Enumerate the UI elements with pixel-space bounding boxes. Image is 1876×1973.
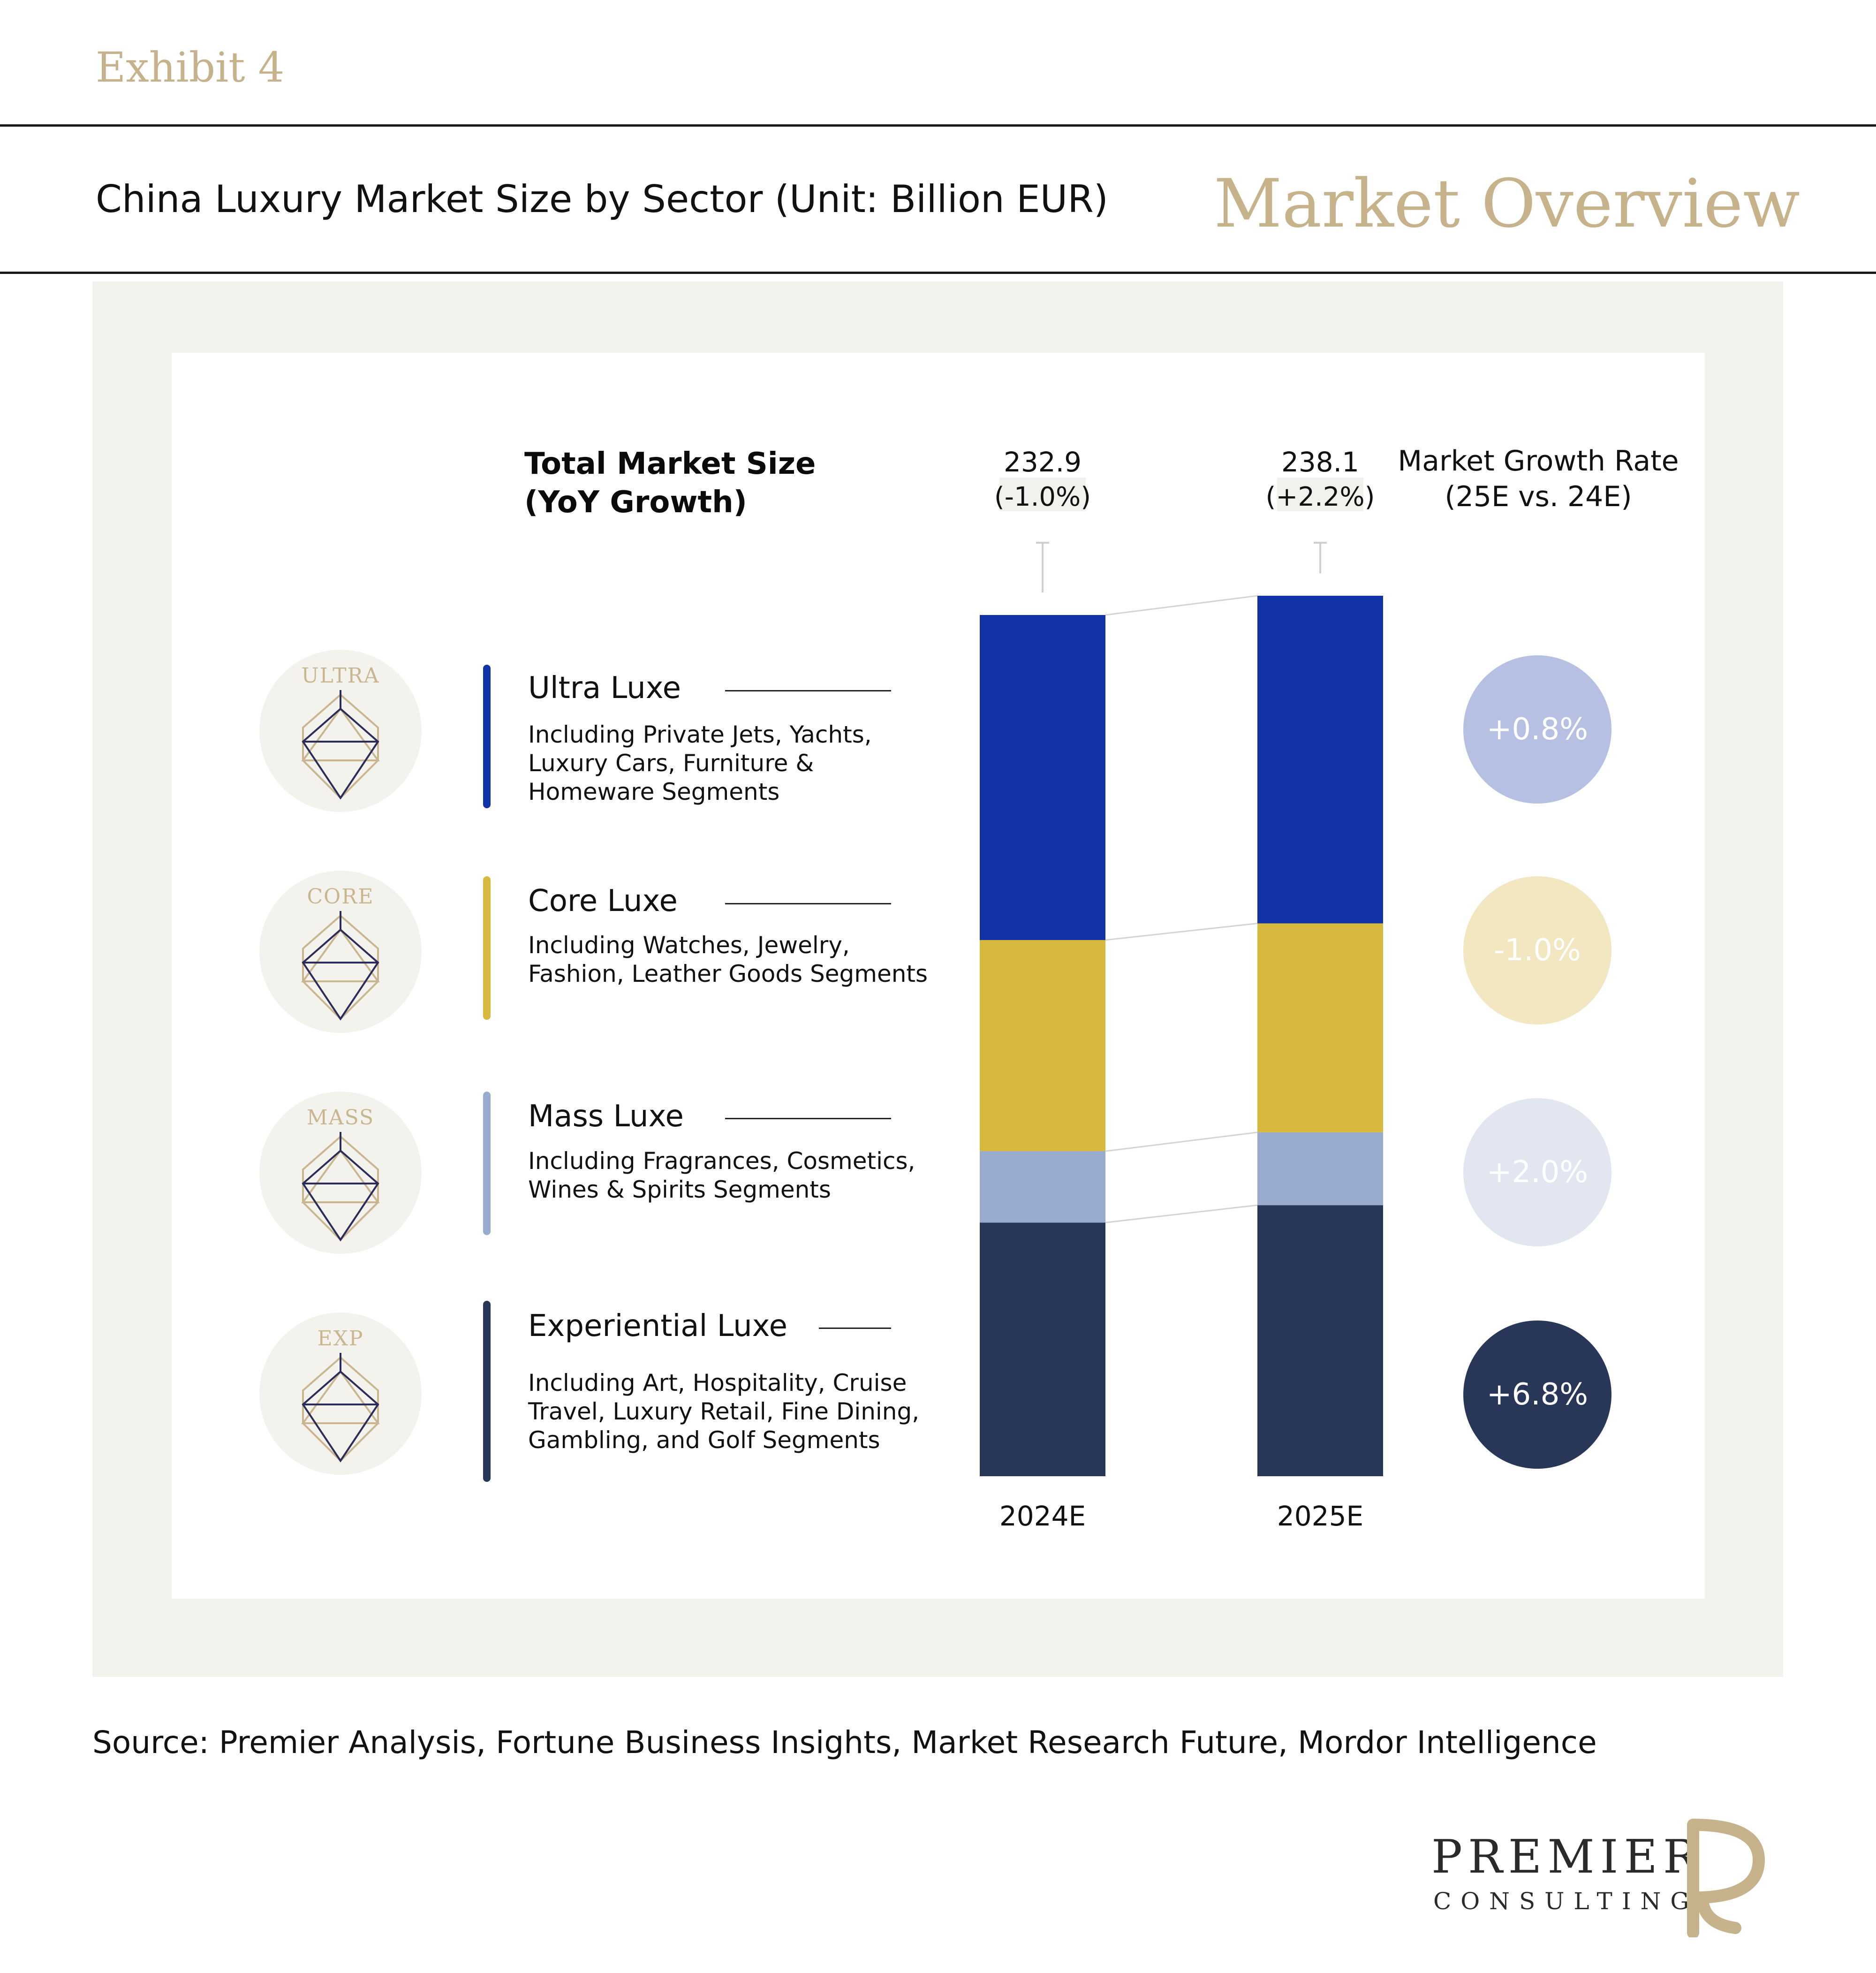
mass-description: Including Fragrances, Cosmetics, Wines &… [528, 1147, 915, 1204]
connector-line [1105, 1131, 1258, 1152]
core-title-rule [725, 903, 891, 904]
core-description: Including Watches, Jewelry, Fashion, Lea… [528, 931, 928, 988]
exp-title-rule [819, 1328, 891, 1329]
core-badge: CORE [259, 871, 422, 1033]
stacked-bar-chart: 232.9 (-1.0%) 2024E 238.1 (+2.2%) 2025E [980, 446, 1383, 1532]
core-desc-line: Fashion, Leather Goods Segments [528, 960, 928, 987]
logo-mark-icon [1687, 1819, 1765, 1937]
ultra-growth-circle: +0.8% [1463, 655, 1611, 804]
header-top-rule [0, 124, 1876, 127]
bar-total-label: 232.9 [1004, 446, 1082, 478]
header-bottom-rule [0, 272, 1876, 274]
exp-desc-line: Gambling, and Golf Segments [528, 1427, 880, 1454]
ultra-description: Including Private Jets, Yachts, Luxury C… [528, 721, 872, 806]
exp-desc-line: Including Art, Hospitality, Cruise [528, 1369, 907, 1396]
mass-desc-line: Including Fragrances, Cosmetics, [528, 1147, 915, 1175]
yoy-label-background [1277, 478, 1363, 511]
mass-desc-line: Wines & Spirits Segments [528, 1176, 831, 1203]
bar-segment-mass-luxe-2025e [1257, 1132, 1383, 1206]
connector-line [1105, 922, 1258, 941]
core-growth-circle: -1.0% [1463, 876, 1611, 1024]
exp-title: Experiential Luxe [528, 1309, 787, 1343]
yoy-label-background [999, 478, 1086, 511]
mass-title-rule [725, 1118, 891, 1119]
core-accent-bar [483, 876, 491, 1020]
growth-rate-line1: Market Growth Rate [1398, 445, 1679, 478]
diamond-icon [301, 1353, 380, 1463]
ultra-badge-tag: ULTRA [301, 664, 380, 688]
bar-segment-ultra-luxe-2024e [980, 615, 1105, 940]
diamond-icon [301, 690, 380, 800]
exp-growth-circle: +6.8% [1463, 1320, 1611, 1469]
bar-segment-experiential-luxe-2024e [980, 1222, 1105, 1476]
core-title: Core Luxe [528, 884, 678, 918]
exp-badge: EXP [259, 1313, 422, 1475]
chart-subtitle: China Luxury Market Size by Sector (Unit… [96, 177, 1108, 221]
bar-segment-experiential-luxe-2025e [1257, 1205, 1383, 1476]
growth-rate-line2: (25E vs. 24E) [1445, 480, 1632, 513]
mass-badge-tag: MASS [306, 1106, 375, 1130]
x-tick-label: 2025E [1277, 1500, 1363, 1532]
ultra-badge: ULTRA [259, 650, 422, 812]
bar-segment-core-luxe-2025e [1257, 923, 1383, 1132]
bar-yoy-label: (-1.0%) [994, 482, 1091, 512]
total-market-size-line1: Total Market Size [524, 447, 816, 481]
inner-panel [172, 353, 1705, 1599]
exp-desc-line: Travel, Luxury Retail, Fine Dining, [528, 1398, 920, 1425]
total-market-size-line2: (YoY Growth) [524, 485, 747, 520]
ultra-title: Ultra Luxe [528, 671, 681, 706]
core-desc-line: Including Watches, Jewelry, [528, 932, 850, 959]
mass-badge: MASS [259, 1092, 422, 1254]
bar-segment-mass-luxe-2024e [980, 1151, 1105, 1223]
ultra-desc-line: Homeware Segments [528, 778, 780, 805]
mass-accent-bar [483, 1092, 491, 1235]
exp-accent-bar [483, 1301, 491, 1482]
ultra-desc-line: Including Private Jets, Yachts, [528, 721, 872, 748]
diamond-icon [301, 911, 380, 1021]
connector-line [1105, 595, 1258, 616]
bar-yoy-label: (+2.2%) [1266, 482, 1375, 512]
connector-line [1105, 1204, 1258, 1223]
exp-badge-tag: EXP [317, 1327, 364, 1351]
source-note: Source: Premier Analysis, Fortune Busine… [92, 1724, 1597, 1761]
diamond-icon [301, 1132, 380, 1242]
ultra-accent-bar [483, 665, 491, 808]
bar-segment-ultra-luxe-2025e [1257, 596, 1383, 924]
logo-subtitle: CONSULTING [1433, 1888, 1699, 1915]
ultra-title-rule [725, 690, 891, 691]
core-badge-tag: CORE [307, 885, 374, 909]
exp-description: Including Art, Hospitality, Cruise Trave… [528, 1369, 919, 1455]
bar-segment-core-luxe-2024e [980, 940, 1105, 1152]
total-market-size-heading: Total Market Size (YoY Growth) [524, 445, 816, 522]
x-tick-label: 2024E [999, 1500, 1086, 1532]
section-title: Market Overview [1214, 165, 1800, 243]
exhibit-label: Exhibit 4 [96, 43, 285, 91]
mass-title: Mass Luxe [528, 1099, 684, 1134]
bar-total-label: 238.1 [1281, 446, 1359, 478]
logo-wordmark: PREMIER [1431, 1830, 1703, 1884]
mass-growth-circle: +2.0% [1463, 1098, 1611, 1246]
growth-rate-heading: Market Growth Rate (25E vs. 24E) [1388, 443, 1688, 515]
ultra-desc-line: Luxury Cars, Furniture & [528, 750, 814, 777]
